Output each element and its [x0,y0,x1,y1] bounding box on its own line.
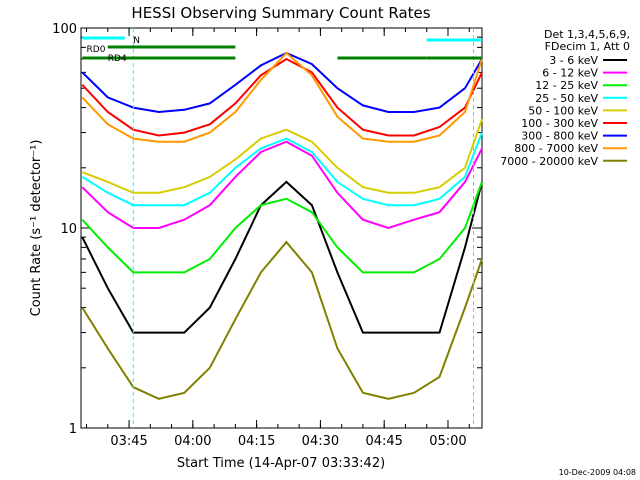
legend-label: 300 - 800 keV [521,130,598,143]
timestamp: 10-Dec-2009 04:08 [559,468,636,477]
legend-label: 6 - 12 keV [542,67,598,80]
series-layer [81,51,483,400]
flag-label-rd0: RD0 [87,45,106,55]
legend-label: 12 - 25 keV [535,79,598,92]
legend-header-line-2: FDecim 1, Att 0 [545,40,630,53]
series-line-6-12-kev [81,140,483,230]
series-line-800-7000-kev [81,51,483,143]
legend-label: 3 - 6 keV [549,54,598,67]
series-line-50-100-kev [81,118,483,194]
x-axis-title: Start Time (14-Apr-07 03:33:42) [177,456,385,471]
y-axis-title: Count Rate (s⁻¹ detector⁻¹) [29,140,44,317]
y-tick-label: 100 [52,22,77,37]
series-line-12-25-kev [81,181,483,274]
legend-label: 800 - 7000 keV [514,142,598,155]
series-line-3-6-kev [81,180,483,334]
x-tick-label: 04:30 [302,434,339,449]
legend-label: 7000 - 20000 keV [500,155,598,168]
flag-label-rd4: RD4 [108,54,127,64]
x-tick-label: 04:45 [365,434,402,449]
x-tick-label: 03:45 [110,434,147,449]
legend-header-line-1: Det 1,3,4,5,6,9, [544,28,630,41]
legend-label: 25 - 50 keV [535,92,598,105]
series-line-100-300-kev [81,57,483,137]
series-line-7000-20000-kev [81,240,483,400]
legend-label: 50 - 100 keV [528,104,598,117]
series-line-25-50-kev [81,132,483,207]
x-tick-label: 04:15 [238,434,275,449]
y-tick-label: 1 [69,422,77,437]
y-tick-label: 10 [60,222,77,237]
chart-title: HESSI Observing Summary Count Rates [131,4,430,22]
x-tick-label: 05:00 [429,434,466,449]
axis-ticks: 03:45 04:00 04:15 04:30 04:45 05:00 1 10 100 [52,22,482,449]
legend-label: 100 - 300 keV [521,117,598,130]
flag-label-n: N [133,36,140,46]
x-tick-label: 04:00 [174,434,211,449]
